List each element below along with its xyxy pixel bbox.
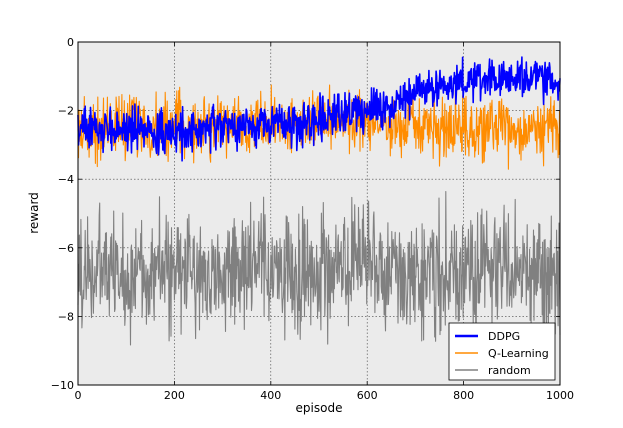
x-tick-label: 200 bbox=[164, 389, 185, 402]
series-line-ddpg bbox=[77, 56, 561, 162]
x-tick-label: 1000 bbox=[546, 389, 574, 402]
legend: DDPG Q-Learning random bbox=[448, 322, 556, 381]
series-line-random bbox=[77, 190, 561, 346]
legend-label-ddpg: DDPG bbox=[488, 330, 520, 343]
x-tick-label: 800 bbox=[453, 389, 474, 402]
y-axis-label: reward bbox=[27, 192, 41, 234]
y-tick-label: −2 bbox=[58, 105, 74, 118]
y-tick-label: −8 bbox=[58, 310, 74, 323]
series-layer bbox=[77, 56, 561, 346]
legend-label-q-learning: Q-Learning bbox=[488, 347, 549, 360]
x-tick-label: 600 bbox=[357, 389, 378, 402]
x-tick-label: 0 bbox=[75, 389, 82, 402]
y-tick-label: −6 bbox=[58, 242, 74, 255]
legend-label-random: random bbox=[488, 364, 531, 377]
plot-frame bbox=[77, 41, 561, 386]
y-tick-label: 0 bbox=[67, 36, 74, 49]
y-tick-label: −10 bbox=[51, 379, 74, 392]
y-tick-label: −4 bbox=[58, 173, 74, 186]
axis-ticks: 0 200 400 600 800 1000 −10 −8 −6 −4 −2 0 bbox=[51, 36, 574, 402]
x-tick-label: 400 bbox=[260, 389, 281, 402]
x-axis-label: episode bbox=[296, 401, 343, 415]
